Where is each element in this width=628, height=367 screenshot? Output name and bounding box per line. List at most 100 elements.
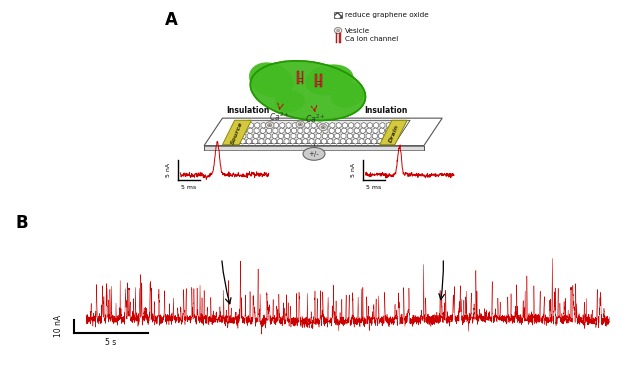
Ellipse shape (296, 121, 305, 128)
Polygon shape (374, 123, 379, 128)
Bar (301, 71, 303, 84)
Polygon shape (311, 123, 316, 128)
Polygon shape (242, 123, 247, 128)
Text: 5 nA: 5 nA (166, 163, 171, 177)
Polygon shape (386, 128, 391, 134)
Polygon shape (322, 133, 327, 139)
Polygon shape (372, 133, 377, 139)
Polygon shape (330, 123, 335, 128)
Polygon shape (266, 133, 271, 139)
Polygon shape (241, 133, 246, 139)
Polygon shape (304, 128, 309, 134)
Bar (297, 71, 299, 84)
Polygon shape (259, 133, 264, 139)
Bar (320, 74, 322, 87)
Text: B: B (16, 214, 28, 232)
Bar (315, 74, 317, 87)
Polygon shape (310, 128, 315, 134)
Ellipse shape (319, 124, 327, 131)
Polygon shape (378, 138, 383, 144)
Bar (334, 12, 342, 18)
Polygon shape (267, 128, 272, 134)
Bar (335, 33, 337, 43)
Text: Insulation: Insulation (227, 106, 270, 115)
Text: +/-: +/- (308, 151, 320, 157)
Polygon shape (360, 128, 365, 134)
Polygon shape (341, 133, 346, 139)
Polygon shape (379, 133, 384, 139)
Polygon shape (309, 138, 314, 144)
Ellipse shape (322, 127, 324, 128)
Polygon shape (334, 138, 339, 144)
Polygon shape (323, 128, 328, 134)
Text: 5 ms: 5 ms (181, 185, 197, 190)
Polygon shape (255, 123, 260, 128)
Polygon shape (240, 138, 245, 144)
Ellipse shape (251, 61, 365, 120)
Polygon shape (298, 128, 303, 134)
Text: Ca$^{2+}$: Ca$^{2+}$ (305, 113, 326, 125)
Polygon shape (286, 123, 291, 128)
Polygon shape (247, 133, 252, 139)
Polygon shape (248, 128, 253, 134)
Polygon shape (317, 128, 322, 134)
Polygon shape (354, 128, 359, 134)
Polygon shape (284, 133, 290, 139)
Polygon shape (380, 120, 407, 145)
Ellipse shape (321, 126, 325, 129)
Polygon shape (254, 128, 259, 134)
Text: Insulation: Insulation (364, 106, 408, 115)
Polygon shape (236, 123, 241, 128)
Text: Vesicle: Vesicle (345, 28, 370, 33)
Text: 10 nA: 10 nA (54, 315, 63, 337)
Polygon shape (242, 128, 247, 134)
Polygon shape (273, 128, 278, 134)
Polygon shape (261, 128, 266, 134)
Polygon shape (347, 133, 352, 139)
Polygon shape (372, 138, 377, 144)
Polygon shape (292, 123, 297, 128)
Polygon shape (355, 123, 360, 128)
Polygon shape (386, 123, 391, 128)
Polygon shape (272, 133, 277, 139)
Polygon shape (274, 123, 279, 128)
Polygon shape (367, 123, 372, 128)
Polygon shape (284, 138, 289, 144)
Ellipse shape (337, 29, 340, 32)
Ellipse shape (274, 91, 305, 112)
Polygon shape (252, 138, 257, 144)
Polygon shape (280, 123, 285, 128)
Polygon shape (278, 133, 283, 139)
Polygon shape (298, 123, 303, 128)
Polygon shape (291, 128, 296, 134)
Polygon shape (253, 133, 258, 139)
Polygon shape (328, 138, 333, 144)
Polygon shape (379, 128, 384, 134)
Ellipse shape (303, 148, 325, 160)
Polygon shape (335, 133, 340, 139)
Ellipse shape (249, 62, 293, 98)
Polygon shape (328, 133, 333, 139)
Polygon shape (291, 133, 296, 139)
Polygon shape (261, 123, 266, 128)
Polygon shape (235, 133, 240, 139)
Polygon shape (315, 138, 320, 144)
Polygon shape (385, 133, 390, 139)
Polygon shape (259, 138, 264, 144)
Polygon shape (380, 123, 385, 128)
Text: reduce graphene oxide: reduce graphene oxide (345, 12, 428, 18)
Ellipse shape (266, 122, 274, 128)
Bar (339, 33, 341, 43)
Polygon shape (348, 128, 353, 134)
Ellipse shape (300, 124, 301, 125)
Polygon shape (361, 123, 366, 128)
Polygon shape (353, 138, 358, 144)
Text: A: A (165, 11, 178, 29)
Text: Source: Source (230, 121, 244, 145)
Text: 5 ms: 5 ms (366, 185, 382, 190)
Polygon shape (297, 133, 302, 139)
Polygon shape (305, 123, 310, 128)
Polygon shape (249, 123, 254, 128)
Polygon shape (278, 138, 283, 144)
Ellipse shape (335, 28, 342, 34)
